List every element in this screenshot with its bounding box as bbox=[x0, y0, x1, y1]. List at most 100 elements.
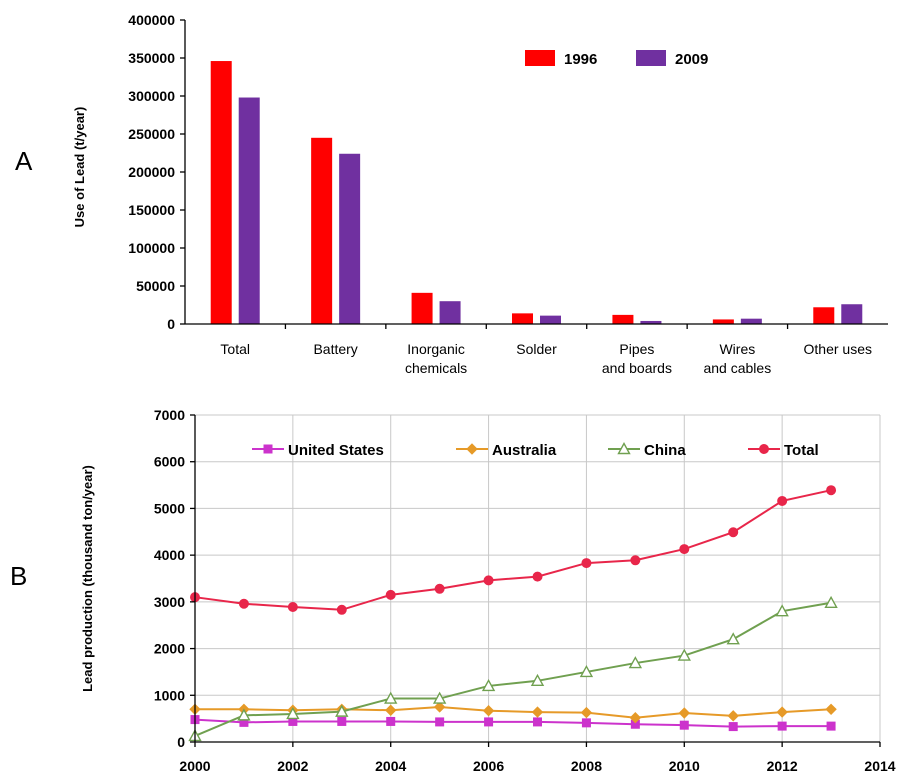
x-tick-label: 2014 bbox=[864, 758, 895, 774]
point-total-2002 bbox=[287, 601, 298, 612]
y-tick-label: 1000 bbox=[154, 687, 185, 703]
y-tick-label: 50000 bbox=[136, 278, 175, 294]
y-tick-label: 0 bbox=[177, 734, 185, 750]
bar-2009-total bbox=[238, 97, 260, 325]
point-australia-2013 bbox=[825, 703, 837, 716]
panel-label-a: A bbox=[15, 146, 33, 176]
point-china-2011 bbox=[726, 632, 740, 645]
series-china bbox=[188, 595, 838, 742]
point-total-2011 bbox=[728, 527, 739, 538]
legend-label-china: China bbox=[644, 442, 686, 459]
y-tick-label: 6000 bbox=[154, 454, 185, 470]
x-tick-label: 2010 bbox=[669, 758, 700, 774]
point-australia-2012 bbox=[776, 706, 788, 718]
y-tick-label: 7000 bbox=[154, 407, 185, 423]
y-tick-label: 5000 bbox=[154, 500, 185, 516]
legend-label-2009: 2009 bbox=[675, 51, 708, 68]
bar-chart-y-axis-title: Use of Lead (t/year) bbox=[72, 107, 87, 228]
bar-chart-category-labels: Total Battery Inorganic chemicals Solder Pipe… bbox=[220, 341, 872, 376]
legend-marker-total bbox=[759, 444, 769, 454]
category-label-line: Wires bbox=[719, 341, 755, 357]
line-chart-x-ticks: 2000 2002 2004 2006 2008 2010 2012 2014 bbox=[179, 758, 895, 774]
category-label-line: Other uses bbox=[804, 341, 872, 357]
point-united-states-2007 bbox=[533, 717, 542, 727]
legend-marker-australia bbox=[466, 443, 478, 455]
category-label-line: Inorganic bbox=[407, 341, 465, 357]
y-tick-label: 0 bbox=[167, 316, 175, 332]
point-china-2009 bbox=[628, 656, 643, 669]
point-china-2013 bbox=[824, 595, 838, 608]
category-label-inorganic-chemicals: Inorganic chemicals bbox=[405, 341, 467, 376]
legend-swatch-1996 bbox=[525, 50, 555, 66]
point-total-2012 bbox=[777, 495, 788, 506]
point-total-2005 bbox=[434, 583, 445, 594]
point-china-2006 bbox=[481, 678, 496, 692]
point-united-states-2004 bbox=[386, 716, 396, 726]
point-total-2010 bbox=[679, 544, 690, 555]
panel-label-b: B bbox=[10, 561, 27, 591]
bar-1996-battery bbox=[311, 137, 333, 324]
category-label-wires-and-cables: Wires and cables bbox=[703, 341, 771, 376]
point-china-2004 bbox=[384, 691, 398, 704]
bar-1996-inorganic-chemicals bbox=[411, 292, 433, 324]
point-total-2004 bbox=[385, 589, 396, 600]
line-chart-legend: United States Australia China Total bbox=[252, 442, 819, 459]
x-tick-label: 2004 bbox=[375, 758, 406, 774]
series-line-china bbox=[194, 601, 832, 737]
series-total bbox=[190, 485, 837, 615]
category-label-total: Total bbox=[220, 341, 250, 357]
category-label-line: Battery bbox=[313, 341, 357, 357]
category-label-line: and boards bbox=[602, 360, 672, 376]
point-china-2012 bbox=[775, 604, 789, 617]
series-line-australia bbox=[195, 705, 832, 719]
point-china-2007 bbox=[530, 673, 545, 687]
line-chart-gridlines bbox=[195, 414, 881, 742]
category-label-line: Pipes bbox=[619, 341, 654, 357]
bar-2009-battery bbox=[339, 153, 361, 324]
point-australia-2009 bbox=[629, 712, 642, 724]
line-chart-axes bbox=[190, 414, 881, 747]
category-label-line: and cables bbox=[703, 360, 771, 376]
point-united-states-2003 bbox=[337, 716, 347, 726]
point-australia-2008 bbox=[580, 706, 593, 719]
point-united-states-2010 bbox=[679, 720, 689, 730]
point-total-2001 bbox=[238, 598, 249, 609]
point-united-states-2008 bbox=[581, 718, 591, 728]
point-china-2005 bbox=[432, 691, 447, 704]
point-total-2007 bbox=[532, 571, 543, 582]
line-chart-y-ticks: 0 1000 2000 3000 4000 5000 6000 7000 bbox=[154, 407, 185, 750]
legend-marker-china bbox=[617, 442, 631, 455]
bar-1996-total bbox=[210, 61, 232, 324]
point-china-2001 bbox=[237, 708, 251, 721]
point-china-2010 bbox=[677, 648, 691, 661]
point-australia-2010 bbox=[678, 707, 690, 719]
y-tick-label: 400000 bbox=[128, 12, 175, 28]
point-china-2003 bbox=[335, 704, 349, 717]
line-chart-y-axis-title: Lead production (thousand ton/year) bbox=[80, 465, 95, 692]
x-tick-label: 2006 bbox=[473, 758, 504, 774]
point-australia-2011 bbox=[727, 710, 739, 722]
point-total-2003 bbox=[336, 604, 347, 615]
legend-marker-united-states bbox=[263, 444, 273, 454]
category-label-pipes-and-boards: Pipes and boards bbox=[602, 341, 672, 376]
bar-2009-wires-and-cables bbox=[740, 318, 762, 324]
category-label-line: Solder bbox=[516, 341, 557, 357]
y-tick-label: 3000 bbox=[154, 594, 185, 610]
x-tick-label: 2008 bbox=[571, 758, 602, 774]
category-label-line: Total bbox=[220, 341, 250, 357]
y-tick-label: 2000 bbox=[154, 641, 185, 657]
legend-label-1996: 1996 bbox=[564, 51, 597, 68]
point-united-states-2013 bbox=[826, 721, 836, 731]
point-total-2009 bbox=[630, 555, 641, 566]
y-tick-label: 4000 bbox=[154, 547, 185, 563]
point-china-2002 bbox=[286, 707, 300, 720]
point-australia-2005 bbox=[433, 701, 446, 713]
bar-2009-inorganic-chemicals bbox=[439, 301, 461, 324]
series-line-united-states bbox=[194, 718, 832, 728]
point-total-2013 bbox=[826, 485, 837, 496]
legend-swatch-2009 bbox=[636, 50, 666, 66]
category-label-solder: Solder bbox=[516, 341, 557, 357]
point-united-states-2006 bbox=[484, 717, 494, 727]
